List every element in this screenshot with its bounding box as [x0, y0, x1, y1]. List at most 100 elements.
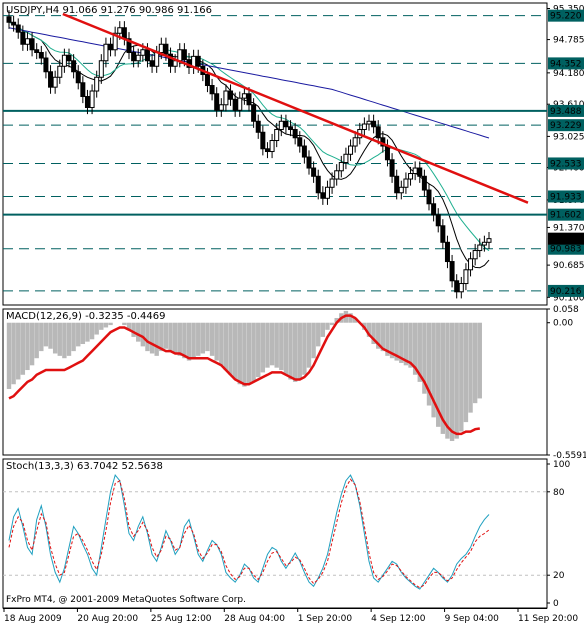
macd-hist-bar: [103, 322, 109, 328]
candle-body: [246, 93, 252, 106]
time-axis-label: 1 Sep 20:00: [298, 614, 353, 624]
macd-tick-label: 0.00: [553, 319, 573, 329]
candle-body: [403, 178, 409, 188]
candle-body: [61, 54, 67, 67]
candle-body: [177, 49, 183, 62]
time-axis-label: 28 Aug 04:00: [224, 614, 285, 624]
candle-body: [163, 43, 169, 55]
macd-hist-bar: [209, 322, 215, 356]
macd-hist-bar: [200, 322, 206, 354]
macd-hist-bar: [422, 322, 427, 394]
price-chart-title: USDJPY,H4 91.066 91.276 90.986 91.166: [6, 5, 212, 16]
stoch-tick-label: 20: [553, 571, 565, 581]
macd-hist-bar: [62, 322, 67, 359]
macd-hist-bar: [29, 322, 35, 366]
candle-body: [112, 32, 118, 51]
candle-body: [324, 186, 330, 199]
candle-body: [195, 55, 201, 67]
trendline: [62, 12, 529, 204]
candle-body: [431, 203, 437, 216]
macd-signal-line: [8, 314, 480, 436]
candle-body: [48, 71, 54, 88]
macd-hist-bar: [34, 322, 39, 359]
macd-hist-bar: [145, 322, 150, 352]
time-axis-label: 9 Sep 04:00: [445, 614, 500, 624]
macd-hist-bar: [302, 322, 307, 375]
candle-body: [15, 24, 21, 33]
macd-hist-bar: [163, 322, 169, 349]
macd-tick-label: 0.058: [553, 305, 579, 315]
candle-body: [421, 175, 427, 191]
level-label-box: [548, 57, 584, 70]
candle-body: [292, 129, 298, 139]
candle-body: [481, 241, 487, 246]
candle-body: [458, 283, 464, 293]
candle-body: [468, 258, 474, 271]
stoch-tick-label: 0: [553, 599, 559, 609]
level-label: 92.533: [550, 159, 582, 169]
macd-hist-bar: [399, 322, 404, 363]
candle-body: [209, 85, 215, 95]
candle-body: [311, 167, 317, 177]
macd-hist-bar: [182, 322, 187, 359]
macd-hist-bar: [186, 322, 192, 361]
macd-hist-bar: [242, 322, 247, 387]
macd-hist-bar: [311, 322, 316, 359]
macd-hist-bar: [80, 322, 86, 345]
macd-hist-bar: [25, 322, 30, 371]
candle-body: [38, 52, 44, 59]
level-label-box: [548, 208, 584, 221]
macd-hist-bar: [177, 322, 182, 356]
candle-body: [11, 21, 17, 26]
candle-body: [398, 186, 404, 194]
macd-hist-bar: [325, 322, 330, 330]
candle-body: [131, 52, 137, 62]
level-label-box: [548, 242, 584, 255]
macd-hist-bar: [108, 322, 113, 326]
level-label: 91.933: [550, 192, 582, 202]
price-tick-label: 93.025: [553, 132, 585, 142]
macd-hist-bar: [205, 322, 210, 352]
macd-hist-bar: [449, 322, 455, 442]
macd-hist-bar: [126, 322, 132, 330]
candle-body: [463, 269, 469, 285]
macd-hist-bar: [403, 322, 409, 366]
macd-hist-bar: [352, 317, 358, 323]
macd-hist-bar: [196, 322, 201, 356]
macd-hist-bar: [131, 322, 136, 337]
level-label-box: [548, 119, 584, 132]
macd-hist-bar: [159, 322, 164, 352]
candle-body: [486, 238, 492, 243]
candle-body: [43, 57, 49, 73]
candle-body: [6, 16, 12, 23]
candle-body: [172, 60, 178, 67]
macd-hist-bar: [172, 322, 178, 354]
candle-body: [144, 49, 150, 62]
macd-hist-bar: [237, 322, 242, 385]
candle-body: [426, 189, 432, 205]
macd-hist-bar: [214, 322, 219, 361]
macd-hist-bar: [371, 322, 376, 345]
candle-body: [338, 162, 344, 172]
candle-body: [389, 159, 395, 177]
level-label: 93.488: [550, 107, 582, 117]
candle-body: [255, 120, 261, 133]
macd-hist-bar: [99, 322, 104, 330]
candle-body: [98, 60, 104, 78]
candle-body: [223, 90, 229, 106]
candle-body: [394, 175, 400, 194]
macd-hist-bar: [408, 322, 413, 368]
candle-body: [94, 76, 100, 92]
candle-body: [75, 71, 81, 84]
macd-hist-bar: [256, 322, 261, 378]
candle-body: [435, 214, 441, 227]
price-tick-label: 94.785: [553, 36, 585, 46]
macd-hist-bar: [57, 322, 62, 356]
macd-hist-bar: [320, 322, 326, 337]
candle-body: [306, 156, 312, 169]
time-axis-label: 20 Aug 20:00: [77, 614, 138, 624]
candle-body: [320, 192, 326, 199]
candle-body: [20, 31, 26, 45]
candle-body: [375, 126, 381, 139]
candle-body: [135, 54, 141, 62]
